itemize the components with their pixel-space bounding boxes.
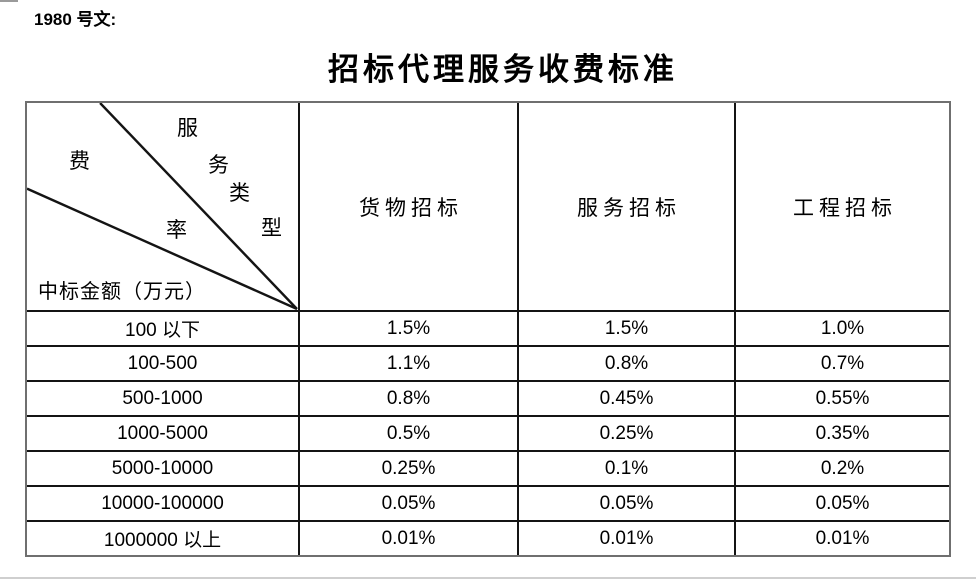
row-amount: 500-1000: [27, 380, 298, 415]
rate-value: 0.01%: [298, 520, 517, 555]
rate-value: 1.0%: [734, 310, 949, 345]
row-amount: 5000-10000: [27, 450, 298, 485]
row-amount: 10000-100000: [27, 485, 298, 520]
diagonal-header-cell: 服 务 类 型 费 率 中标金额（万元）: [27, 103, 298, 310]
column-header-service: 服务招标: [517, 103, 734, 310]
page-title: 招标代理服务收费标准: [328, 52, 678, 87]
row-amount: 100-500: [27, 345, 298, 380]
rate-value: 0.5%: [298, 415, 517, 450]
fee-table: 服 务 类 型 费 率 中标金额（万元） 货物招标 服务招标 工程招标 100 …: [25, 101, 951, 557]
rate-value: 0.01%: [734, 520, 949, 555]
corner-rate-char: 率: [166, 218, 187, 242]
rate-value: 0.35%: [734, 415, 949, 450]
corner-service-type-char: 型: [261, 216, 282, 240]
column-header-goods: 货物招标: [298, 103, 517, 310]
corner-amount-label: 中标金额（万元）: [38, 281, 206, 303]
column-header-works: 工程招标: [734, 103, 949, 310]
rate-value: 0.05%: [734, 485, 949, 520]
rate-value: 0.8%: [298, 380, 517, 415]
rate-value: 0.01%: [517, 520, 734, 555]
doc-number: 1980 号文:: [34, 10, 117, 29]
corner-service-type-char: 服: [177, 116, 198, 140]
rate-value: 0.05%: [298, 485, 517, 520]
rate-value: 1.5%: [298, 310, 517, 345]
row-amount: 1000000 以上: [27, 520, 298, 555]
rate-value: 0.1%: [517, 450, 734, 485]
rate-value: 0.7%: [734, 345, 949, 380]
page-bottom-edge: [0, 577, 976, 579]
corner-rate-char: 费: [69, 149, 90, 173]
page-edge-artifact: [0, 0, 18, 2]
row-amount: 100 以下: [27, 310, 298, 345]
rate-value: 0.45%: [517, 380, 734, 415]
rate-value: 0.2%: [734, 450, 949, 485]
row-amount: 1000-5000: [27, 415, 298, 450]
corner-service-type-char: 务: [208, 153, 229, 177]
corner-service-type-char: 类: [229, 181, 250, 205]
rate-value: 0.05%: [517, 485, 734, 520]
rate-value: 0.55%: [734, 380, 949, 415]
rate-value: 1.5%: [517, 310, 734, 345]
rate-value: 0.8%: [517, 345, 734, 380]
rate-value: 0.25%: [517, 415, 734, 450]
rate-value: 1.1%: [298, 345, 517, 380]
diagonal-lines: [27, 103, 298, 310]
rate-value: 0.25%: [298, 450, 517, 485]
